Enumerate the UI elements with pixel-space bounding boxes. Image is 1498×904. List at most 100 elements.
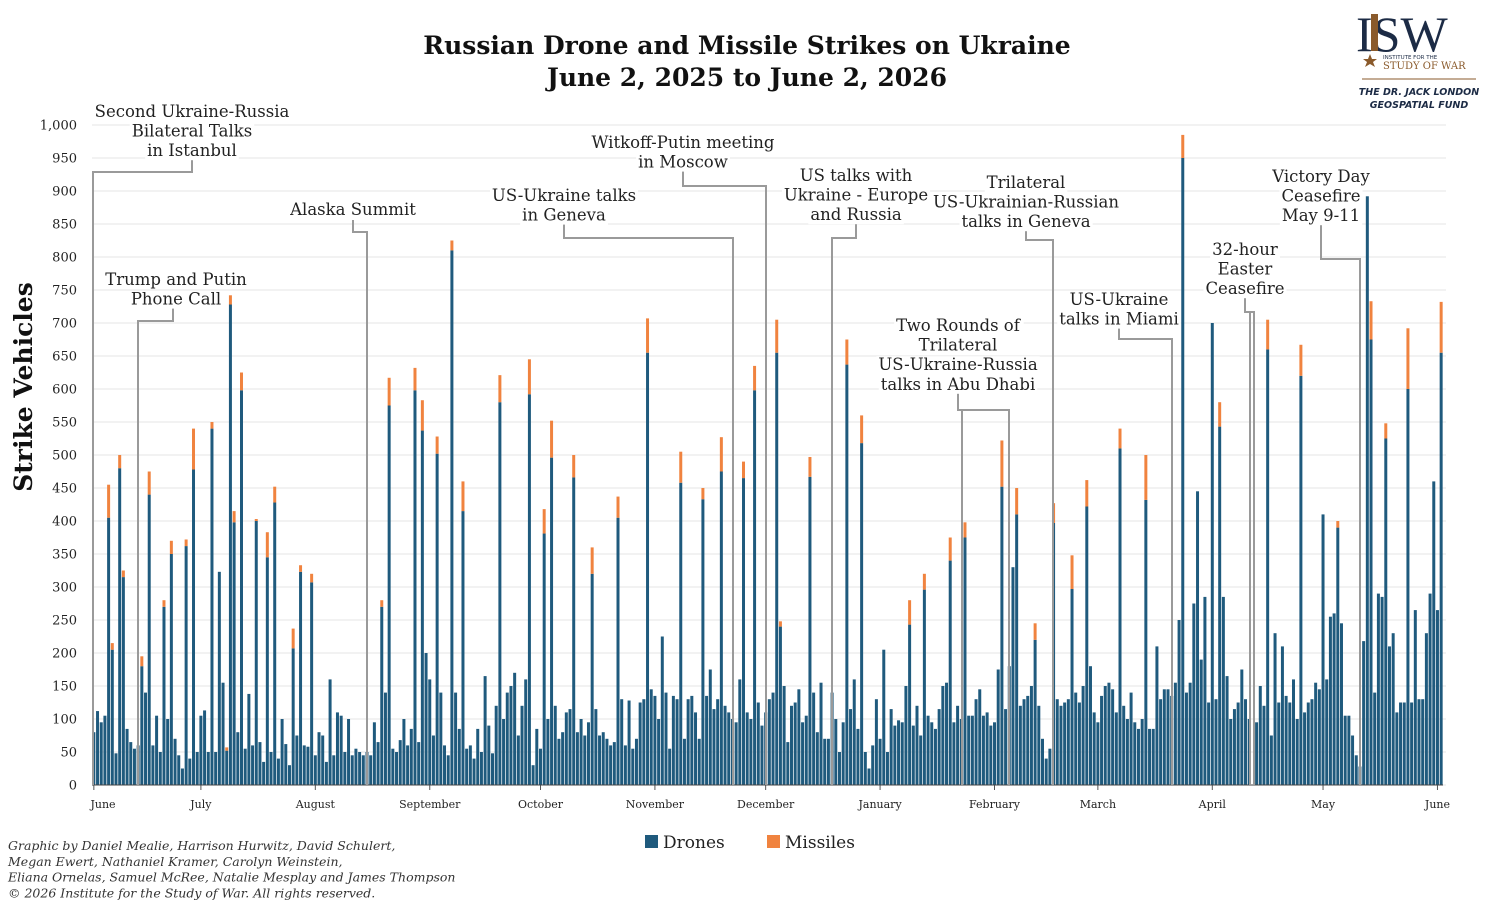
bar-segment <box>132 748 136 785</box>
bar-segment <box>335 712 339 785</box>
annotation: Alaska Summit <box>287 200 419 785</box>
annotation-bg <box>1203 280 1287 299</box>
bar-segment <box>701 499 705 785</box>
bar-segment <box>1303 712 1307 785</box>
bar-segment <box>310 582 314 785</box>
bar-segment <box>1103 686 1107 785</box>
bar-segment <box>778 621 782 627</box>
bar-segment <box>1413 610 1417 785</box>
bar-segment <box>697 738 701 785</box>
annotation-bg <box>894 317 1024 335</box>
bar-segment <box>1365 196 1369 785</box>
bar-segment <box>1384 423 1388 439</box>
bar-segment <box>1232 709 1236 785</box>
x-tick-label: October <box>518 798 564 811</box>
bar-segment <box>1402 702 1406 785</box>
bar-segment <box>1214 699 1218 785</box>
annotation-bg <box>1269 168 1373 186</box>
bar-segment <box>1225 676 1229 785</box>
bar-segment <box>538 748 542 785</box>
bar-segment <box>627 700 631 785</box>
bar-segment <box>970 715 974 785</box>
bar-segment <box>435 436 439 454</box>
bar-segment <box>1059 705 1063 785</box>
bar-segment <box>232 522 236 785</box>
bar-segment <box>1428 593 1432 785</box>
bar-segment <box>1317 689 1321 785</box>
bar-segment <box>878 738 882 785</box>
bar-segment <box>228 295 232 305</box>
annotation-text: US talks with <box>800 166 913 185</box>
annotation-text: Ceasefire <box>1205 279 1284 298</box>
bar-segment <box>1107 682 1111 785</box>
bar-segment <box>1184 692 1188 785</box>
annotation: Two Rounds ofTrilateralUS-Ukraine-Russia… <box>876 316 1040 785</box>
leader-line <box>1118 327 1173 785</box>
bar-segment <box>782 686 786 785</box>
bar-segment <box>247 693 251 785</box>
bar-segment <box>225 750 229 785</box>
bar-segment <box>203 710 207 785</box>
x-tick-label: December <box>737 798 795 811</box>
logo: ISW INSTITUTE FOR THE STUDY OF WAR THE D… <box>1356 6 1479 111</box>
leader-line <box>137 308 174 785</box>
bar-segment <box>897 720 901 785</box>
bar-segment <box>723 705 727 785</box>
leader-line <box>958 409 1010 785</box>
bar-segment <box>1244 699 1248 785</box>
bar-segment <box>1033 639 1037 785</box>
annotation-text: US-Ukraine <box>1070 290 1169 309</box>
bar-segment <box>649 689 653 785</box>
bar-segment <box>594 709 598 785</box>
logo-fund1: THE DR. JACK LONDON <box>1359 87 1479 98</box>
bar-segment <box>180 768 184 785</box>
bar-segment <box>598 735 602 785</box>
bar-segment <box>1114 712 1118 785</box>
bar-segment <box>199 715 203 785</box>
x-tick-label: May <box>1311 798 1336 811</box>
bar-segment <box>1218 426 1222 785</box>
bar-segment <box>479 752 483 785</box>
bar-segment <box>118 455 122 469</box>
bar-segment <box>1266 319 1270 350</box>
leader-line <box>563 224 734 785</box>
bar-segment <box>217 571 221 785</box>
bar-segment <box>623 745 627 785</box>
bar-segment <box>1236 702 1240 785</box>
bar-segment <box>107 517 111 785</box>
bar-segment <box>158 752 162 785</box>
bar-segment <box>118 468 122 785</box>
bar-segment <box>454 692 458 785</box>
bar-segment <box>889 709 893 785</box>
bar-segment <box>1033 623 1037 640</box>
y-tick-label: 0 <box>69 779 77 794</box>
annotation-bg <box>1279 187 1363 206</box>
bar-segment <box>1391 633 1395 785</box>
bar-segment <box>1044 758 1048 785</box>
bar-segment <box>930 722 934 785</box>
bar-segment <box>1439 352 1443 785</box>
bar-segment <box>406 745 410 785</box>
leader-line <box>92 160 193 785</box>
bar-segment <box>1299 375 1303 785</box>
bar-segment <box>1133 722 1137 785</box>
leader-line <box>1320 224 1361 785</box>
bar-segment <box>557 738 561 785</box>
bar-segment <box>701 488 705 500</box>
annotation-bg <box>876 356 1040 375</box>
logo-star <box>1363 54 1377 67</box>
bar-segment <box>860 415 864 444</box>
bar-segment <box>1299 344 1303 376</box>
bar-segment <box>125 728 129 785</box>
bar-segment <box>1199 659 1203 785</box>
bar-segment <box>786 742 790 785</box>
y-tick-label: 350 <box>52 548 77 563</box>
bar-segment <box>461 481 465 512</box>
bar-segment <box>974 699 978 785</box>
bar-segment <box>107 484 111 518</box>
bar-segment <box>195 752 199 785</box>
annotation-text: talks in Geneva <box>961 212 1090 231</box>
bar-segment <box>369 755 373 785</box>
